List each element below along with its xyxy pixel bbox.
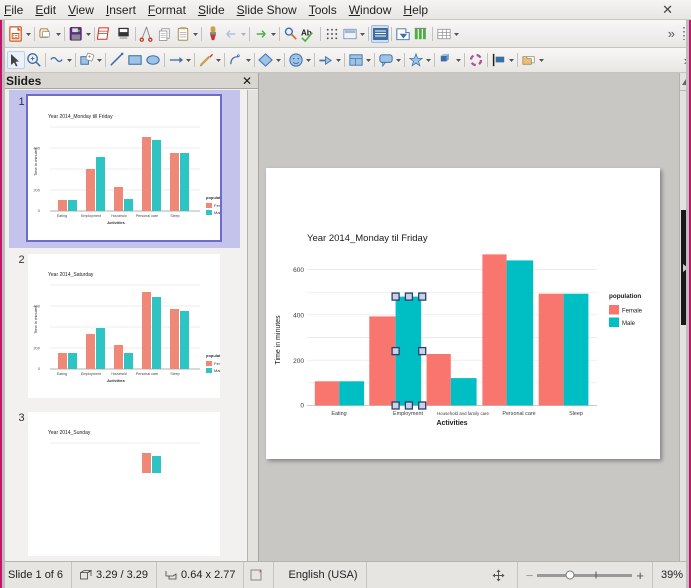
svg-text:200: 200 [293, 358, 304, 365]
svg-text:0: 0 [300, 403, 304, 410]
svg-text:Personal care: Personal care [136, 214, 158, 218]
svg-text:Sleep: Sleep [170, 372, 179, 376]
svg-text:Eating: Eating [331, 411, 346, 417]
svg-text:600: 600 [293, 267, 304, 274]
svg-text:Household and family care: Household and family care [437, 411, 489, 416]
svg-text:Employment: Employment [393, 411, 423, 417]
svg-text:Male: Male [214, 368, 220, 373]
svg-text:Female: Female [622, 309, 643, 315]
svg-text:Employment: Employment [81, 214, 101, 218]
svg-text:200: 200 [33, 346, 40, 351]
svg-text:Female: Female [214, 203, 220, 208]
svg-text:Sleep: Sleep [170, 214, 179, 218]
svg-text:Activities: Activities [107, 220, 126, 225]
svg-text:Sleep: Sleep [569, 411, 583, 417]
svg-text:Household: Household [111, 214, 126, 218]
svg-text:Year 2014_Sunday: Year 2014_Sunday [48, 430, 91, 436]
svg-text:Year 2014_Monday till Friday: Year 2014_Monday till Friday [48, 114, 113, 120]
svg-text:Male: Male [622, 321, 636, 327]
svg-text:Employment: Employment [81, 372, 101, 376]
svg-text:Female: Female [214, 361, 220, 366]
svg-text:Eating: Eating [57, 372, 67, 376]
svg-text:Personal care: Personal care [136, 372, 158, 376]
svg-text:Eating: Eating [57, 214, 67, 218]
svg-text:Time in minutes: Time in minutes [33, 306, 38, 334]
svg-text:population: population [206, 353, 220, 358]
svg-text:Year 2014_Monday til Friday: Year 2014_Monday til Friday [307, 233, 428, 244]
svg-text:Time in minutes: Time in minutes [33, 148, 38, 176]
svg-text:200: 200 [33, 188, 40, 193]
svg-text:Time in minutes: Time in minutes [275, 315, 282, 365]
svg-text:Activities: Activities [107, 378, 126, 383]
svg-text:*: * [259, 570, 262, 577]
svg-text:Year 2014_Saturday: Year 2014_Saturday [48, 272, 94, 278]
svg-text:population: population [609, 293, 641, 300]
svg-text:Activities: Activities [436, 420, 467, 427]
svg-text:population: population [206, 195, 220, 200]
svg-text:Male: Male [214, 210, 220, 215]
svg-text:Household: Household [111, 372, 126, 376]
svg-text:400: 400 [293, 313, 304, 320]
svg-text:Personal care: Personal care [502, 411, 535, 417]
